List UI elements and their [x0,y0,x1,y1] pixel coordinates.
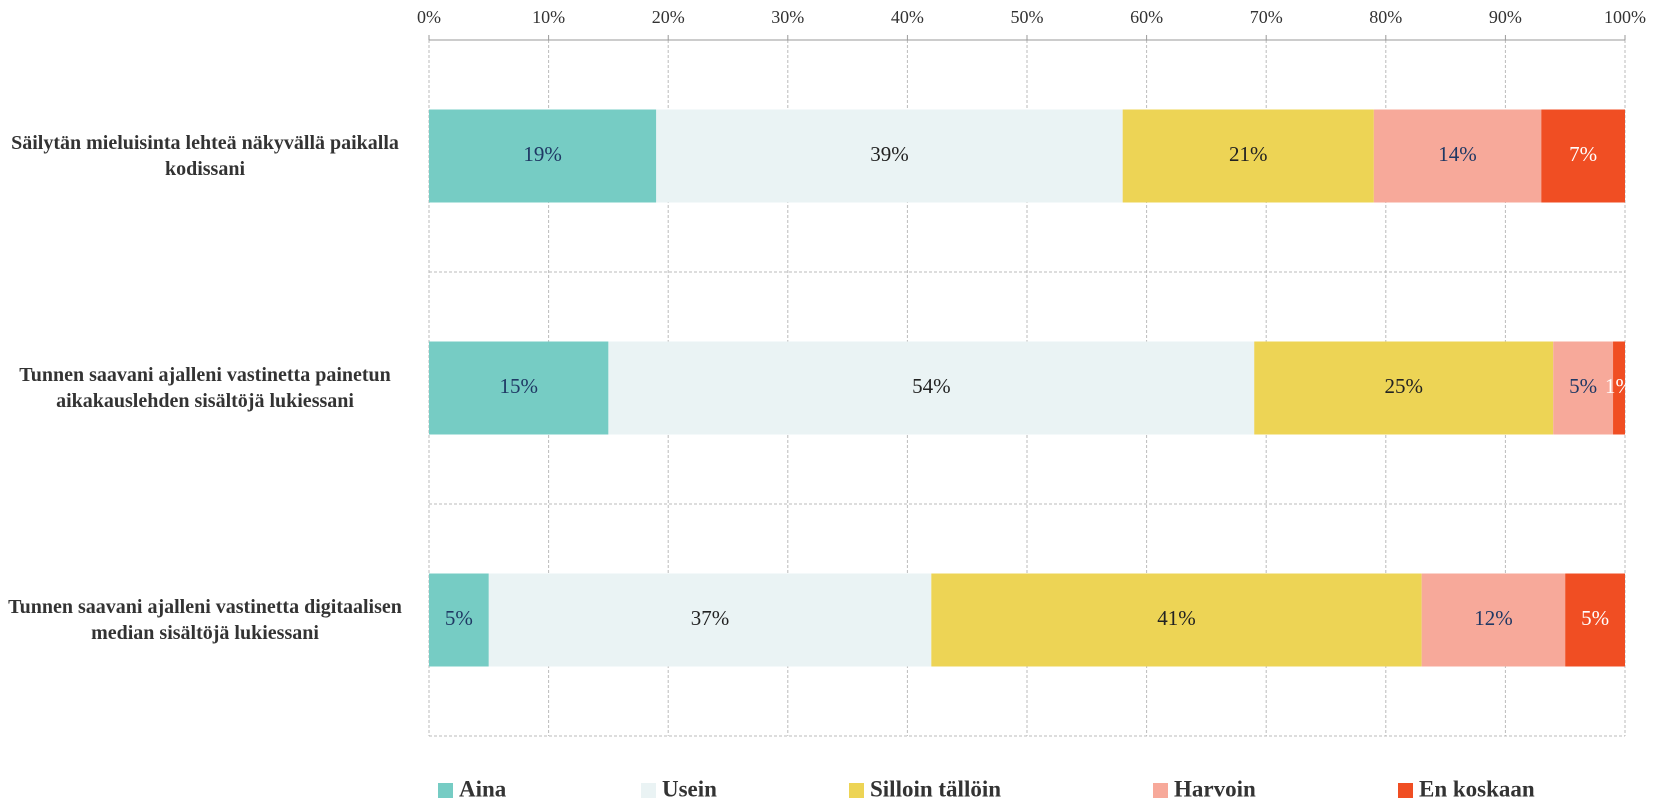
legend-swatch [849,783,864,798]
bar-segment [488,573,932,667]
data-label: 5% [1581,606,1609,630]
x-tick-label: 80% [1369,7,1402,27]
bar-segment [429,573,489,667]
data-label: 21% [1229,142,1268,166]
legend-swatch [641,783,656,798]
bar-segment [1373,109,1542,203]
data-label: 5% [445,606,473,630]
data-label: 25% [1384,374,1423,398]
x-tick-label: 100% [1604,7,1646,27]
legend-label: Aina [459,776,507,801]
data-label: 54% [912,374,951,398]
data-label: 37% [691,606,730,630]
category-label: Tunnen saavani ajalleni vastinetta digit… [8,596,402,644]
x-tick-label: 30% [771,7,804,27]
legend-label: En koskaan [1419,776,1535,801]
legend-label: Harvoin [1174,776,1256,801]
bar-segment [1254,341,1554,435]
category-label: Tunnen saavani ajalleni vastinetta paine… [19,364,391,412]
data-label: 7% [1569,142,1597,166]
bar-segment [1613,341,1625,435]
data-label: 39% [870,142,909,166]
x-tick-label: 60% [1130,7,1163,27]
x-tick-label: 90% [1489,7,1522,27]
legend-swatch [1153,783,1168,798]
x-tick-label: 0% [417,7,441,27]
bar-segment [608,341,1255,435]
data-label: 1% [1605,374,1633,398]
bar-segment [1553,341,1614,435]
x-tick-label: 20% [652,7,685,27]
x-tick-label: 10% [532,7,565,27]
data-label: 12% [1474,606,1513,630]
legend-label: Usein [662,776,717,801]
bar-segment [656,109,1123,203]
legend-label: Silloin tällöin [870,776,1001,801]
bar-segment [1565,573,1625,667]
data-label: 19% [523,142,562,166]
bar-segment [429,109,657,203]
bar-segment [1421,573,1566,667]
bar-segment [1541,109,1625,203]
data-label: 5% [1569,374,1597,398]
bar-segment [429,341,609,435]
x-tick-label: 50% [1011,7,1044,27]
x-tick-label: 40% [891,7,924,27]
category-label: Säilytän mieluisinta lehteä näkyvällä pa… [11,132,399,180]
legend-swatch [1398,783,1413,798]
data-label: 41% [1157,606,1196,630]
x-tick-label: 70% [1250,7,1283,27]
data-label: 15% [499,374,538,398]
bar-segment [931,573,1422,667]
bar-segment [1122,109,1374,203]
legend-swatch [438,783,453,798]
data-label: 14% [1438,142,1477,166]
